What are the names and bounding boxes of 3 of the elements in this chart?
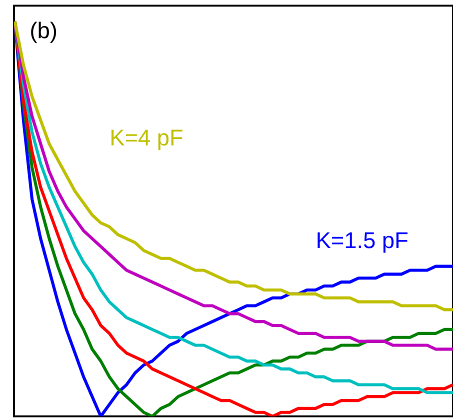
text: K=4 pF	[111, 130, 182, 150]
series-label: K=1.5 pF	[318, 232, 408, 253]
annotation: (b)	[31, 22, 56, 43]
